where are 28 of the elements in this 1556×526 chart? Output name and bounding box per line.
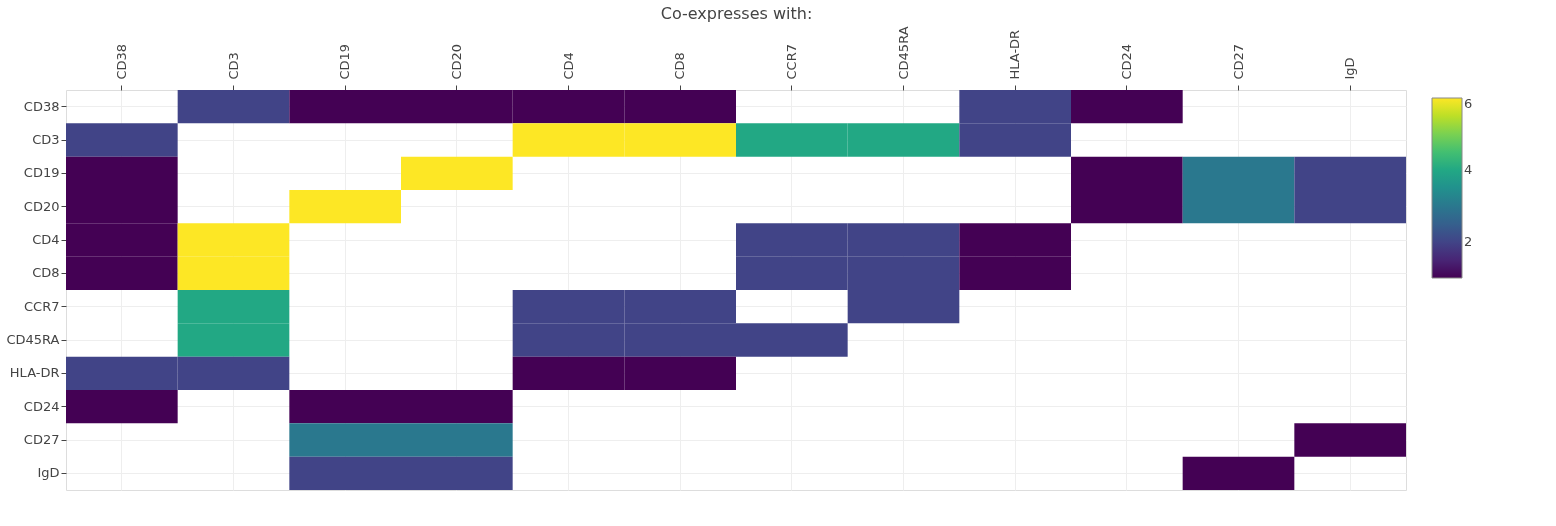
x-tick-label: CD45RA xyxy=(895,26,911,80)
x-tick-label: CD27 xyxy=(1230,43,1246,80)
x-tick-label: CD19 xyxy=(337,43,353,80)
x-tick-label: CD20 xyxy=(448,43,464,80)
x-axis-title: Co-expresses with: xyxy=(660,4,813,24)
y-tick-label: CD19 xyxy=(23,165,60,181)
y-tick-label: CD24 xyxy=(23,398,60,414)
x-tick-label: CD38 xyxy=(113,43,129,80)
y-tick-label: CD4 xyxy=(32,232,60,247)
color-bar-label: 6 xyxy=(1464,96,1473,111)
x-tick-label: IgD xyxy=(1342,57,1358,80)
color-bar-label: 2 xyxy=(1464,234,1473,249)
x-tick-label: CD24 xyxy=(1118,43,1134,80)
y-tick-label: CD20 xyxy=(23,198,60,214)
y-tick-label: CD3 xyxy=(32,132,60,147)
x-tick-label: CCR7 xyxy=(783,44,799,80)
y-tick-label: CD8 xyxy=(32,265,60,281)
y-tick-label: CD45RA xyxy=(6,332,60,347)
y-tick-label: CD38 xyxy=(23,98,60,114)
color-bar-label: 4 xyxy=(1464,162,1473,177)
x-tick-label: HLA-DR xyxy=(1007,29,1023,80)
y-tick-label: IgD xyxy=(37,465,60,481)
x-tick-label: CD4 xyxy=(560,52,576,80)
x-tick-label: CD8 xyxy=(672,52,688,80)
y-tick-label: CCR7 xyxy=(24,298,60,314)
y-tick-label: CD27 xyxy=(23,432,60,447)
x-tick-label: CD3 xyxy=(225,52,241,80)
y-tick-label: HLA-DR xyxy=(9,365,60,381)
